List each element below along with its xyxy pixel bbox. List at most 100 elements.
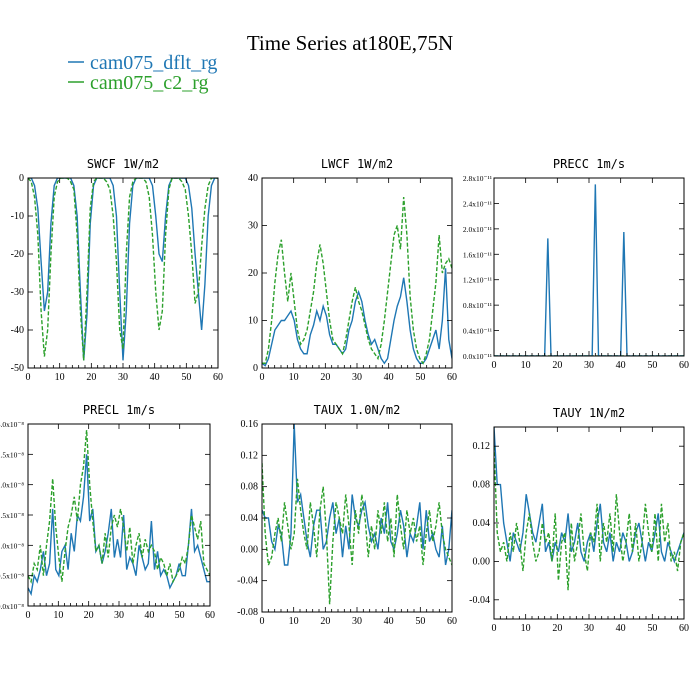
series-line-0-1	[28, 178, 218, 361]
y-tick-label-0-5: -50	[11, 363, 24, 374]
x-tick-label-5-3: 30	[584, 623, 594, 634]
x-tick-label-3-2: 20	[84, 610, 94, 621]
x-tick-label-4-3: 30	[352, 616, 362, 627]
panels: SWCF 1W/m2 0 10 20 30 40 50 60 0 -10 -20 -30 -40 -50 L…	[0, 157, 689, 634]
x-tick-label-0-0: 0	[26, 372, 31, 383]
chart-panel-1: LWCF 1W/m2 0 10 20 30 40 50 60 0 10 20 30 40	[248, 157, 457, 383]
y-tick-label-1-0: 0	[253, 363, 258, 374]
x-tick-label-1-4: 40	[384, 372, 394, 383]
y-tick-label-5-1: 0.08	[473, 480, 491, 491]
y-tick-label-1-3: 30	[248, 221, 258, 232]
y-tick-label-0-1: -10	[11, 211, 24, 222]
y-tick-label-3-3: 1.5x10⁻⁸	[0, 511, 24, 520]
x-tick-label-0-5: 50	[181, 372, 191, 383]
series-line-2-1	[494, 184, 684, 356]
y-tick-label-2-6: 2.4x10⁻¹¹	[463, 199, 492, 208]
x-tick-label-5-6: 60	[679, 623, 689, 634]
y-tick-label-2-4: 1.6x10⁻¹¹	[463, 250, 492, 259]
series-line-1-1	[262, 196, 452, 365]
panel-title-0: SWCF 1W/m2	[87, 157, 159, 171]
y-tick-label-3-4: 2.0x10⁻⁸	[0, 481, 24, 490]
y-tick-label-5-4: -0.04	[469, 595, 490, 606]
x-tick-label-0-1: 10	[55, 372, 65, 383]
y-tick-label-1-2: 20	[248, 268, 258, 279]
x-tick-label-3-1: 10	[53, 610, 63, 621]
chart-panel-5: TAUY 1N/m2 0 10 20 30 40 50 60 0.12 0.08 0.04 0.00 -…	[469, 406, 689, 634]
x-tick-label-4-2: 20	[320, 616, 330, 627]
y-tick-label-0-0: 0	[19, 173, 24, 184]
y-tick-label-5-3: 0.00	[473, 556, 491, 567]
x-tick-label-0-3: 30	[118, 372, 128, 383]
panel-title-2: PRECC 1m/s	[553, 157, 625, 171]
x-tick-label-4-6: 60	[447, 616, 457, 627]
panel-title-4: TAUX 1.0N/m2	[314, 403, 401, 417]
panel-title-5: TAUY 1N/m2	[553, 406, 625, 420]
x-tick-label-2-6: 60	[679, 360, 689, 371]
y-tick-label-3-2: 1.0x10⁻⁸	[0, 541, 24, 550]
y-tick-label-2-5: 2.0x10⁻¹¹	[463, 225, 492, 234]
y-tick-label-2-0: 0.0x10⁻¹¹	[463, 352, 492, 361]
panel-title-3: PRECL 1m/s	[83, 403, 155, 417]
x-tick-label-4-0: 0	[260, 616, 265, 627]
y-tick-label-4-5: -0.04	[237, 576, 258, 587]
y-tick-label-5-2: 0.04	[473, 518, 491, 529]
y-tick-label-5-0: 0.12	[473, 441, 491, 452]
y-tick-label-2-2: 0.8x10⁻¹¹	[463, 301, 492, 310]
x-tick-label-1-3: 30	[352, 372, 362, 383]
chart-panel-2: PRECC 1m/s 0 10 20 30 40 50 60 0.0x10⁻¹¹ 0.4x10⁻¹…	[463, 157, 689, 371]
panel-title-1: LWCF 1W/m2	[321, 157, 393, 171]
plot-frame-2	[493, 177, 685, 357]
x-tick-label-3-0: 0	[26, 610, 31, 621]
x-tick-label-4-5: 50	[415, 616, 425, 627]
legend-label-1: cam075_c2_rg	[90, 72, 209, 94]
y-tick-label-2-3: 1.2x10⁻¹¹	[463, 276, 492, 285]
x-tick-label-2-1: 10	[521, 360, 531, 371]
y-tick-label-4-1: 0.12	[241, 450, 259, 461]
y-tick-label-4-0: 0.16	[241, 419, 259, 430]
y-tick-label-1-1: 10	[248, 316, 258, 327]
y-tick-label-4-2: 0.08	[241, 482, 259, 493]
chart-panel-0: SWCF 1W/m2 0 10 20 30 40 50 60 0 -10 -20 -30 -40 -50	[11, 157, 223, 383]
series-line-3-1	[28, 430, 210, 584]
x-tick-label-2-4: 40	[616, 360, 626, 371]
x-tick-label-3-3: 30	[114, 610, 124, 621]
y-tick-label-3-1: 0.5x10⁻⁸	[0, 572, 24, 581]
y-tick-label-0-4: -40	[11, 325, 24, 336]
x-tick-label-1-5: 50	[415, 372, 425, 383]
x-tick-label-0-4: 40	[150, 372, 160, 383]
x-tick-label-3-4: 40	[144, 610, 154, 621]
chart-panel-4: TAUX 1.0N/m2 0 10 20 30 40 50 60 0.16 0.12 0.08 0.0…	[237, 403, 457, 627]
x-tick-label-1-2: 20	[320, 372, 330, 383]
y-tick-label-0-3: -30	[11, 287, 24, 298]
plot-frame-4	[261, 423, 453, 613]
x-tick-label-2-0: 0	[492, 360, 497, 371]
x-tick-label-1-0: 0	[260, 372, 265, 383]
x-tick-label-0-2: 20	[86, 372, 96, 383]
x-tick-label-5-0: 0	[492, 623, 497, 634]
x-tick-label-3-6: 60	[205, 610, 215, 621]
series-line-1-0	[262, 268, 452, 367]
chart-panel-3: PRECL 1m/s 0 10 20 30 40 50 60 0.0x10⁻⁸ 0.5x10⁻⁸ 1…	[0, 403, 215, 621]
x-tick-label-5-1: 10	[521, 623, 531, 634]
legend-label-0: cam075_dflt_rg	[90, 52, 217, 74]
y-tick-label-3-0: 0.0x10⁻⁸	[0, 602, 24, 611]
figure-title: Time Series at180E,75N	[247, 31, 453, 55]
x-tick-label-5-4: 40	[616, 623, 626, 634]
series-line-5-1	[494, 446, 684, 591]
x-tick-label-4-4: 40	[384, 616, 394, 627]
y-tick-label-1-4: 40	[248, 173, 258, 184]
x-tick-label-2-5: 50	[647, 360, 657, 371]
x-tick-label-1-1: 10	[289, 372, 299, 383]
x-tick-label-2-2: 20	[552, 360, 562, 371]
y-tick-label-3-5: 2.5x10⁻⁸	[0, 450, 24, 459]
y-tick-label-2-7: 2.8x10⁻¹¹	[463, 174, 492, 183]
x-tick-label-5-2: 20	[552, 623, 562, 634]
legend: cam075_dflt_rg cam075_c2_rg	[68, 52, 217, 94]
y-tick-label-4-4: 0.00	[241, 544, 259, 555]
y-tick-label-4-6: -0.08	[237, 607, 258, 618]
series-line-5-0	[494, 427, 684, 564]
x-tick-label-1-6: 60	[447, 372, 457, 383]
x-tick-label-4-1: 10	[289, 616, 299, 627]
y-tick-label-0-2: -20	[11, 249, 24, 260]
